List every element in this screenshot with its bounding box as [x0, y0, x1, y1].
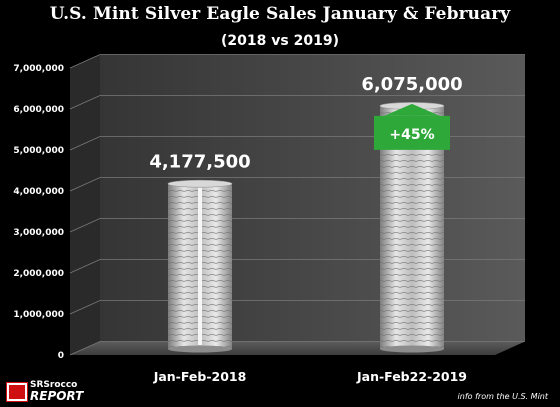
- bar: [167, 179, 233, 353]
- data-label: 6,075,000: [361, 74, 462, 95]
- y-tick-label: 5,000,000: [13, 146, 64, 156]
- growth-badge: +45%: [374, 103, 450, 150]
- data-label: 4,177,500: [149, 152, 250, 173]
- y-tick-label: 0: [58, 351, 64, 361]
- gridline: [69, 95, 525, 110]
- logo-text-top: SRSrocco: [30, 380, 78, 390]
- chart-title: U.S. Mint Silver Eagle Sales January & F…: [49, 4, 511, 24]
- bars-layer: [167, 102, 445, 353]
- logo-mark-icon: [6, 382, 28, 402]
- logo-text-bottom: REPORT: [30, 389, 84, 403]
- bar-base: [380, 345, 444, 353]
- y-tick-label: 6,000,000: [13, 105, 64, 115]
- back-wall: [100, 54, 525, 342]
- y-tick-label: 7,000,000: [13, 64, 64, 74]
- chart-subtitle: (2018 vs 2019): [221, 33, 339, 49]
- growth-badge-box: [374, 115, 450, 150]
- bar-top: [167, 179, 233, 188]
- srsrocco-logo: SRSrocco REPORT: [6, 380, 86, 403]
- bar-base: [168, 345, 232, 353]
- up-arrow-icon: [384, 103, 440, 116]
- floor: [70, 341, 525, 355]
- growth-badge-text: +45%: [389, 127, 434, 143]
- y-tick-label: 4,000,000: [13, 187, 64, 197]
- source-note: info from the U.S. Mint: [457, 392, 548, 401]
- labels-layer: 4,177,500 Jan-Feb-2018 6,075,000 Jan-Feb22-…: [149, 74, 467, 384]
- bar-highlight: [198, 187, 202, 345]
- x-tick-label: Jan-Feb22-2019: [356, 369, 467, 384]
- y-tick-label: 1,000,000: [13, 310, 64, 320]
- y-tick-label: 2,000,000: [13, 269, 64, 279]
- gridline: [69, 54, 525, 69]
- side-wall: [70, 54, 100, 355]
- y-tick-label: 3,000,000: [13, 228, 64, 238]
- x-tick-label: Jan-Feb-2018: [153, 369, 247, 384]
- axes-layer: 0 1,000,000 2,000,000 3,000,000 4,000,000 5,0…: [13, 54, 525, 361]
